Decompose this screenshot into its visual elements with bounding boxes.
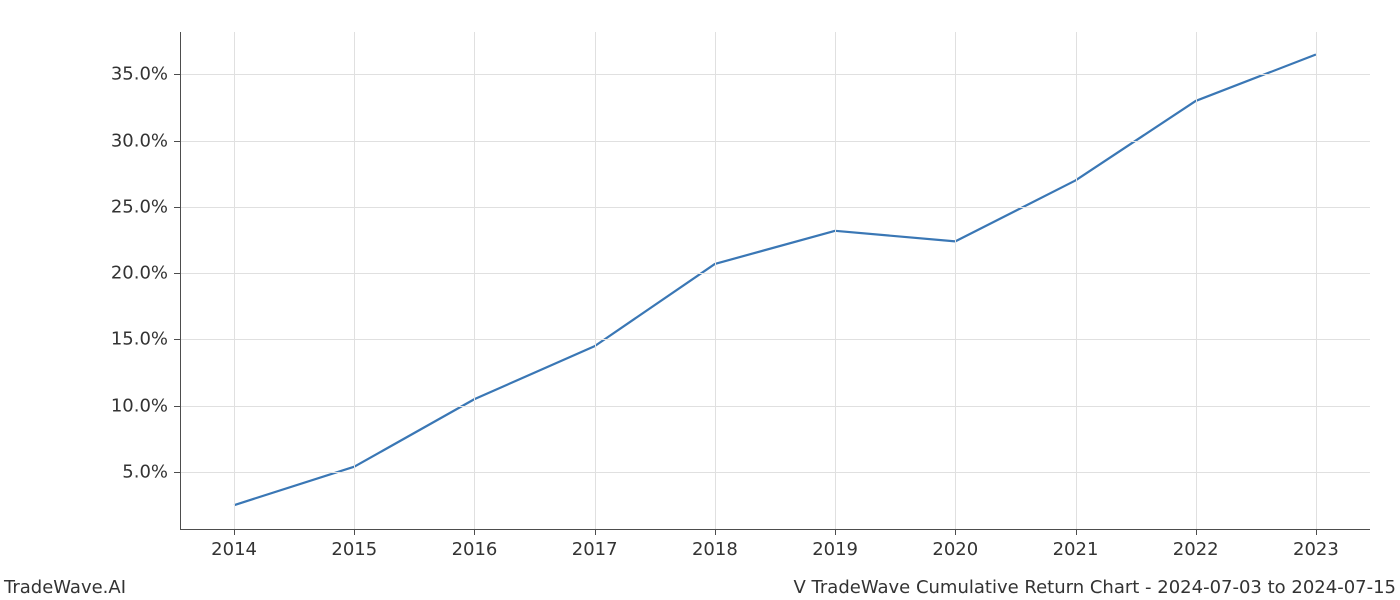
x-tick-label: 2017 [572,539,618,560]
x-tick-label: 2023 [1293,539,1339,560]
grid-line-vertical [234,32,235,529]
x-tick-label: 2018 [692,539,738,560]
y-tick-label: 15.0% [111,329,168,350]
y-tick-label: 35.0% [111,64,168,85]
x-tick-label: 2021 [1053,539,1099,560]
grid-line-vertical [715,32,716,529]
y-axis-spine [180,32,181,529]
grid-line-vertical [835,32,836,529]
footer-left-text: TradeWave.AI [4,577,126,598]
grid-line-vertical [474,32,475,529]
x-axis-spine [180,529,1370,530]
grid-line-horizontal [180,74,1370,75]
y-tick-label: 10.0% [111,395,168,416]
series-line [234,55,1316,506]
grid-line-vertical [955,32,956,529]
grid-line-vertical [1076,32,1077,529]
grid-line-horizontal [180,207,1370,208]
y-tick-label: 20.0% [111,263,168,284]
grid-line-horizontal [180,273,1370,274]
y-tick-label: 5.0% [122,462,168,483]
x-tick-label: 2022 [1173,539,1219,560]
grid-line-horizontal [180,406,1370,407]
x-tick-label: 2014 [211,539,257,560]
grid-line-horizontal [180,472,1370,473]
y-tick-label: 25.0% [111,196,168,217]
plot-area [180,32,1370,529]
grid-line-horizontal [180,339,1370,340]
grid-line-vertical [354,32,355,529]
y-tick-label: 30.0% [111,130,168,151]
grid-line-vertical [1196,32,1197,529]
footer-right-text: V TradeWave Cumulative Return Chart - 20… [794,577,1396,598]
grid-line-vertical [595,32,596,529]
x-tick-label: 2015 [331,539,377,560]
chart-container: TradeWave.AI V TradeWave Cumulative Retu… [0,0,1400,600]
x-tick-label: 2019 [812,539,858,560]
line-series [180,32,1370,529]
grid-line-horizontal [180,141,1370,142]
grid-line-vertical [1316,32,1317,529]
x-tick-label: 2016 [452,539,498,560]
x-tick-label: 2020 [932,539,978,560]
